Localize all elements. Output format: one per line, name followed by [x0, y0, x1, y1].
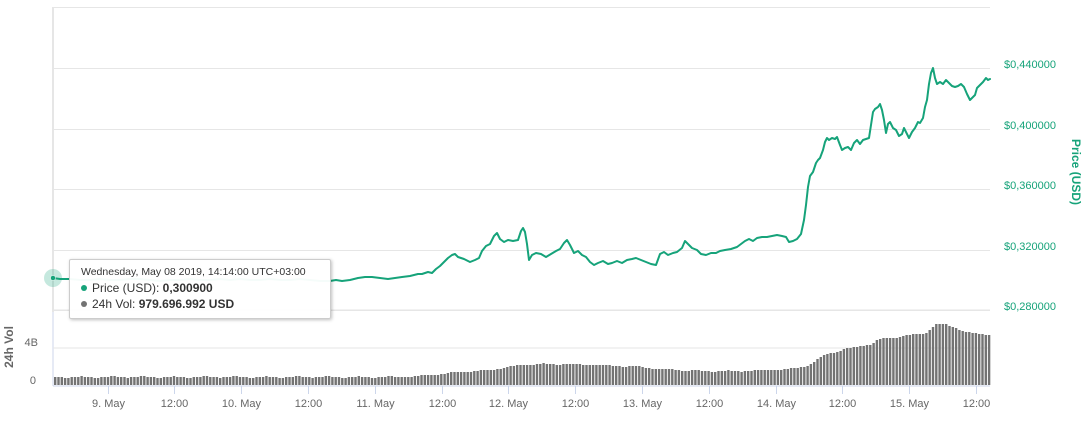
price-line[interactable]: [52, 67, 991, 282]
volume-axis-title: 24h Vol: [2, 326, 16, 368]
hover-point-marker[interactable]: [50, 275, 56, 281]
x-tick-label: 12. May: [489, 398, 529, 410]
x-tick-label: 11. May: [356, 398, 395, 410]
price-tick-label: $0,320000: [1004, 241, 1056, 253]
x-tick-label: 12:00: [161, 398, 189, 410]
x-tick-label: 12:00: [562, 398, 590, 410]
tooltip-volume-row: 24h Vol: 979.696.992 USD: [81, 296, 330, 312]
tooltip-volume-value: 979.696.992 USD: [138, 297, 235, 311]
price-tick-label: $0,400000: [1004, 120, 1056, 132]
volume-series-dot-icon: [81, 300, 87, 307]
x-tick-label: 14. May: [757, 398, 797, 410]
x-tick-label: 13. May: [623, 398, 663, 410]
x-tick-label: 12:00: [429, 398, 457, 410]
tooltip-price-value: 0,300900: [162, 281, 213, 295]
tooltip-price-label: Price (USD):: [92, 281, 163, 295]
x-tick-label: 12:00: [696, 398, 724, 410]
x-tick-label: 9. May: [92, 398, 126, 410]
x-tick-label: 12:00: [963, 398, 991, 410]
price-tick-label: $0,360000: [1004, 180, 1056, 192]
x-tick-label: 12:00: [829, 398, 857, 410]
x-tick-label: 15. May: [890, 398, 930, 410]
x-tick-label: 12:00: [295, 398, 323, 410]
price-series-dot-icon: [81, 284, 87, 291]
x-tick-label: 10. May: [222, 398, 262, 410]
volume-bars[interactable]: [54, 324, 991, 385]
price-tick-label: $0,280000: [1004, 301, 1056, 313]
price-tick-label: $0,440000: [1004, 59, 1056, 71]
volume-tick-4b: 4B: [25, 337, 38, 349]
chart-tooltip: Wednesday, May 08 2019, 14:14:00 UTC+03:…: [69, 259, 331, 319]
price-axis-labels: $0,280000 $0,320000 $0,360000 $0,400000 $0,4…: [1004, 59, 1056, 313]
x-axis-labels: 9. May 12:00 10. May 12:00 11. May 12:00 12. M…: [92, 386, 990, 410]
tooltip-date: Wednesday, May 08 2019, 14:14:00 UTC+03:…: [81, 266, 306, 278]
price-axis-title: Price (USD): [1069, 139, 1083, 205]
tooltip-price-row: Price (USD): 0,300900: [81, 280, 330, 296]
volume-tick-0: 0: [30, 375, 36, 387]
tooltip-volume-label: 24h Vol:: [92, 297, 139, 311]
